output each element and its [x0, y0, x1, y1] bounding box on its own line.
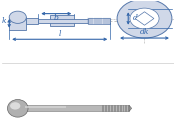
- Text: k: k: [2, 17, 6, 25]
- Polygon shape: [135, 12, 154, 25]
- Bar: [25, 105, 129, 111]
- Bar: [38, 19, 110, 23]
- Circle shape: [130, 8, 159, 29]
- Ellipse shape: [10, 102, 20, 110]
- Text: dk: dk: [140, 28, 149, 36]
- Bar: [9, 17, 26, 29]
- Bar: [88, 18, 110, 24]
- Ellipse shape: [8, 100, 28, 117]
- Bar: [25, 106, 66, 108]
- Ellipse shape: [9, 11, 26, 23]
- Text: d: d: [132, 14, 137, 22]
- Text: l: l: [58, 30, 61, 38]
- Bar: [50, 16, 74, 26]
- Polygon shape: [129, 105, 132, 111]
- Circle shape: [117, 0, 172, 38]
- Bar: [26, 18, 38, 24]
- Text: b: b: [54, 14, 59, 22]
